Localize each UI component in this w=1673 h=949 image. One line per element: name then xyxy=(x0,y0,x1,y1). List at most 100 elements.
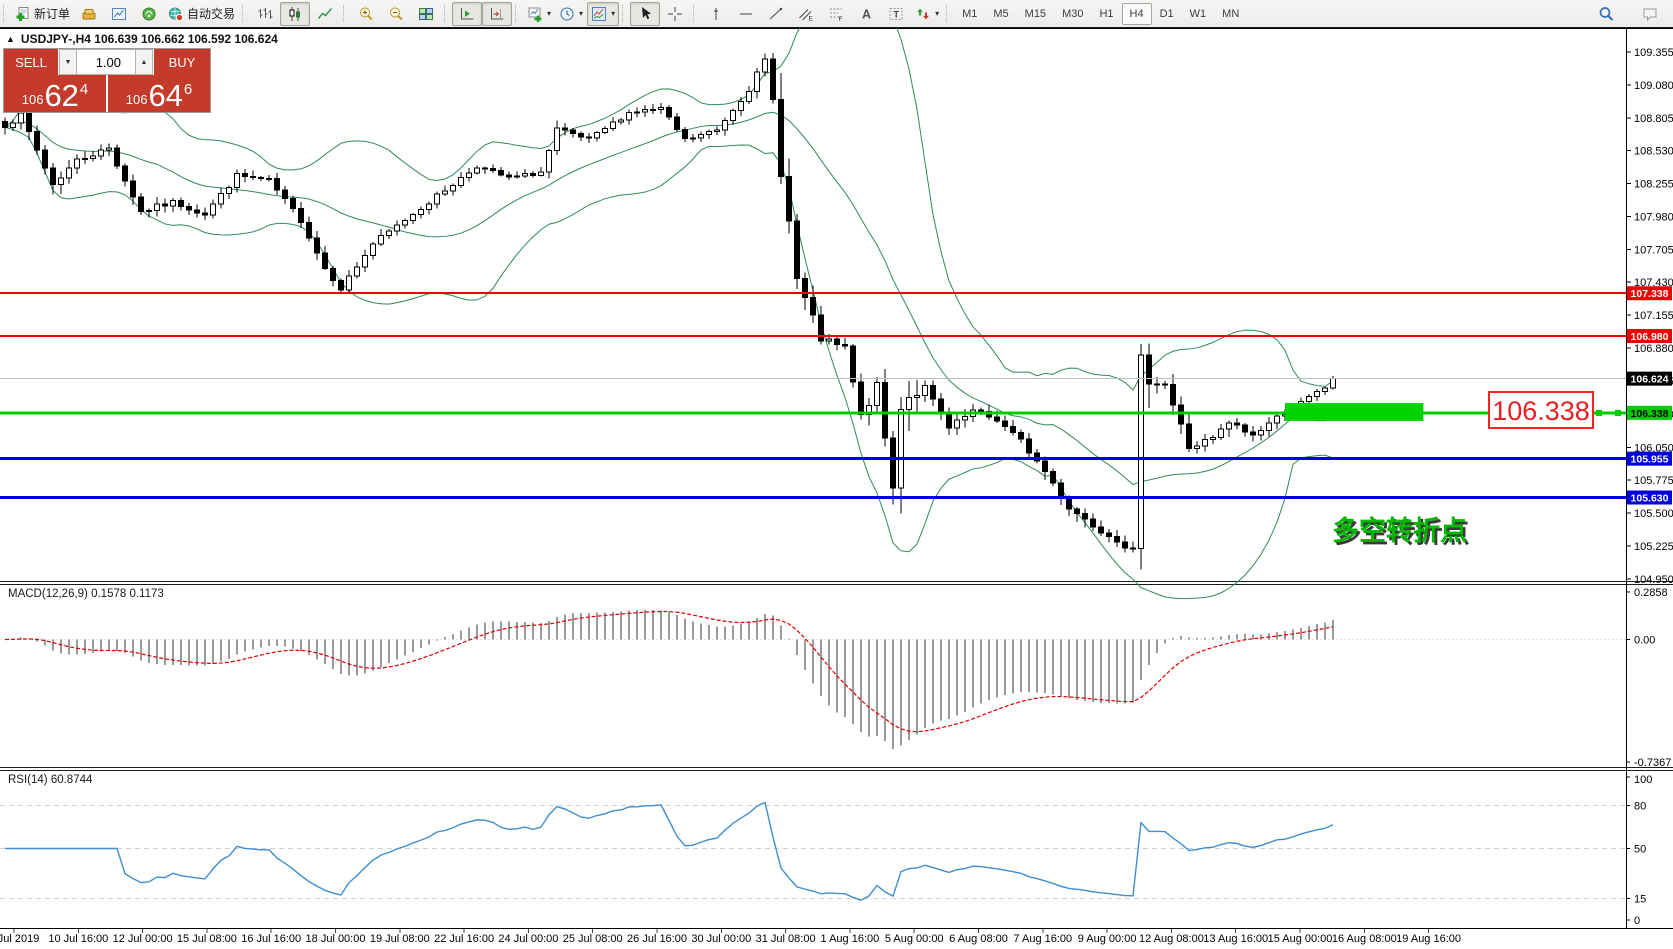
cursor-button[interactable] xyxy=(630,1,661,26)
indicators-button[interactable]: ▾ xyxy=(587,1,620,26)
fibonacci-button[interactable]: F xyxy=(821,2,851,26)
timeframe-m1-button[interactable]: M1 xyxy=(962,7,978,20)
search-button[interactable] xyxy=(1591,2,1621,26)
time-axis[interactable]: 9 Jul 2019 10 Jul 16:00 12 Jul 00:00 15 Jul… xyxy=(0,929,1461,945)
horizontal-line-button[interactable] xyxy=(731,2,761,26)
timeframe-w1-button[interactable]: W1 xyxy=(1189,7,1207,20)
autotrading-button[interactable]: 自动交易 xyxy=(164,2,239,26)
price-callout-text: 106.338 xyxy=(1492,396,1590,426)
candle xyxy=(506,174,512,178)
period-selector-button[interactable]: ▾ xyxy=(555,2,587,26)
vertical-line-button[interactable] xyxy=(701,2,731,26)
buy-button[interactable]: BUY xyxy=(153,49,210,75)
timeframe-h1-button[interactable]: H1 xyxy=(1099,7,1114,20)
channel-icon: E xyxy=(799,8,814,22)
new-chart-button[interactable]: ▾ xyxy=(523,2,555,26)
bar-chart-button[interactable] xyxy=(250,2,280,26)
sell-price[interactable]: 106 62 4 xyxy=(4,75,106,112)
candle xyxy=(842,343,848,347)
arrows-button[interactable]: ▾ xyxy=(911,2,943,26)
trendline-button[interactable] xyxy=(761,2,791,26)
volume-increase-button[interactable]: ▲ xyxy=(135,49,153,75)
bar-chart-icon xyxy=(258,7,273,19)
candle xyxy=(418,209,424,216)
price-badge-text: 106.980 xyxy=(1631,331,1669,343)
text-button[interactable]: A xyxy=(851,2,881,26)
candle xyxy=(82,158,88,161)
candle xyxy=(130,180,136,198)
new-order-button[interactable]: 新订单 xyxy=(11,2,74,26)
timeframe-d1-button[interactable]: D1 xyxy=(1159,7,1174,20)
candle xyxy=(1106,532,1112,538)
timeframe-h4-button[interactable]: H4 xyxy=(1121,2,1152,25)
price-tick-label: 107.980 xyxy=(1634,211,1673,223)
candle xyxy=(1090,518,1096,528)
timeframe-mn-button[interactable]: MN xyxy=(1222,7,1240,20)
text-label-button[interactable]: T xyxy=(881,2,911,26)
toolbar-grip xyxy=(946,5,950,22)
candle xyxy=(1162,383,1168,386)
cursor-icon xyxy=(642,6,652,19)
rsi-tick-label: 100 xyxy=(1634,774,1652,786)
collapse-panel-icon[interactable]: ▲ xyxy=(6,34,15,44)
price-callout[interactable]: 106.338 xyxy=(1488,391,1626,429)
price-tick-label: 107.155 xyxy=(1634,310,1673,322)
candle xyxy=(98,149,104,157)
candle xyxy=(618,119,624,123)
candle xyxy=(1234,422,1240,426)
community-button[interactable] xyxy=(1635,2,1665,26)
price-axis[interactable]: 109.355 109.080 108.805 108.530 108.255 107.9… xyxy=(1626,47,1673,586)
time-tick-label: 10 Jul 16:00 xyxy=(48,933,108,945)
time-tick-label: 19 Jul 08:00 xyxy=(370,933,430,945)
candle xyxy=(546,150,552,173)
zoom-out-button[interactable] xyxy=(381,2,411,26)
chart-title: ▲ USDJPY-,H4 106.639 106.662 106.592 106… xyxy=(6,32,278,46)
alerts-button[interactable] xyxy=(134,2,164,26)
highlight-rectangle[interactable] xyxy=(1285,403,1424,421)
time-tick-label: 16 Aug 08:00 xyxy=(1332,933,1397,945)
candle xyxy=(402,220,408,226)
crosshair-button[interactable] xyxy=(660,2,690,26)
price-tick-label: 105.775 xyxy=(1634,475,1673,487)
timeframe-m30-button[interactable]: M30 xyxy=(1062,7,1084,20)
market-watch-button[interactable] xyxy=(74,2,104,26)
new-chart-icon xyxy=(528,7,542,22)
zoom-in-button[interactable] xyxy=(351,2,381,26)
chevron-down-icon: ▾ xyxy=(579,9,584,18)
clock-icon xyxy=(560,7,574,20)
text-icon: A xyxy=(862,7,871,21)
data-window-button[interactable] xyxy=(104,2,134,26)
candle xyxy=(114,147,120,167)
chart-shift-button[interactable] xyxy=(482,1,513,26)
candle xyxy=(1314,391,1320,397)
candle xyxy=(338,280,344,291)
timeframe-m5-button[interactable]: M5 xyxy=(993,7,1009,20)
autotrading-button-label: 自动交易 xyxy=(187,7,236,21)
sell-button[interactable]: SELL xyxy=(4,49,59,75)
equidistant-channel-button[interactable]: E xyxy=(791,2,821,26)
chart-background[interactable] xyxy=(0,28,1673,949)
timeframe-m15-button[interactable]: M15 xyxy=(1024,7,1047,20)
time-tick-label: 12 Aug 08:00 xyxy=(1139,933,1204,945)
candle xyxy=(1258,429,1264,436)
buy-price[interactable]: 106 64 6 xyxy=(108,75,210,112)
volume-input[interactable]: 1.00 xyxy=(77,49,135,75)
candle xyxy=(762,58,768,73)
candle xyxy=(42,149,48,169)
tile-windows-button[interactable] xyxy=(411,2,441,26)
line-chart-button[interactable] xyxy=(310,2,340,26)
auto-scroll-button[interactable] xyxy=(452,1,483,26)
candle xyxy=(1186,423,1192,450)
time-tick-label: 15 Jul 08:00 xyxy=(177,933,237,945)
candle xyxy=(1306,395,1312,403)
candle xyxy=(978,409,984,413)
time-tick-label: 9 Jul 2019 xyxy=(0,933,39,945)
candlestick-chart-button[interactable] xyxy=(280,1,311,26)
rsi-panel: RSI(14) 60.8744 100 80 50 15 0 xyxy=(0,774,1652,927)
volume-decrease-button[interactable]: ▼ xyxy=(59,49,77,75)
time-tick-label: 15 Aug 00:00 xyxy=(1268,933,1333,945)
candle xyxy=(1034,452,1040,462)
